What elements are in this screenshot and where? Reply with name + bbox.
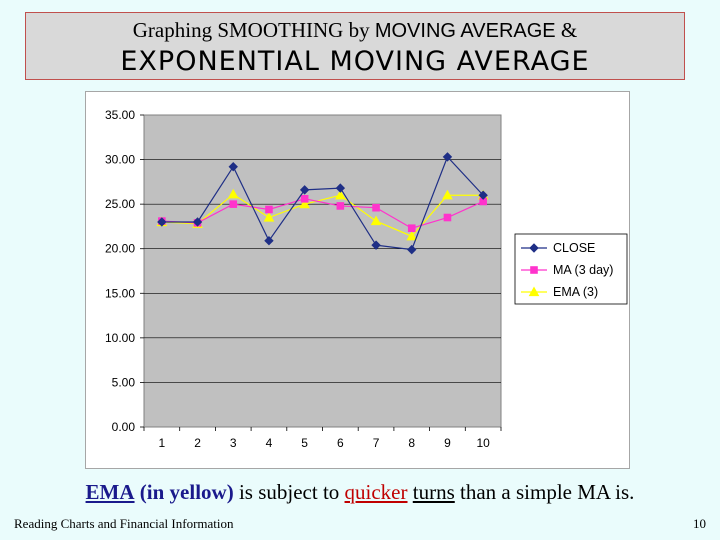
caption-in-yellow: (in yellow)	[139, 480, 234, 504]
caption-ema: EMA	[85, 480, 135, 504]
data-point	[372, 203, 380, 212]
legend-marker	[529, 243, 539, 253]
y-tick-label: 10.00	[105, 331, 135, 345]
data-point	[299, 185, 310, 195]
data-point	[371, 240, 381, 250]
legend-label: MA (3 day)	[553, 263, 613, 277]
data-point	[442, 152, 453, 162]
data-point	[157, 217, 167, 227]
data-point	[336, 202, 345, 210]
caption-part-1: is subject to	[233, 480, 345, 504]
data-point	[442, 189, 453, 200]
caption-turns: turns	[412, 480, 455, 504]
y-tick-label: 20.00	[105, 242, 135, 256]
footer-source: Reading Charts and Financial Information	[14, 516, 234, 531]
series-line	[161, 198, 484, 229]
series-line	[161, 193, 484, 237]
y-tick-label: 30.00	[105, 153, 135, 167]
data-point	[299, 198, 310, 209]
caption: EMA (in yellow) is subject to quicker tu…	[0, 480, 720, 505]
x-tick-label: 4	[266, 436, 273, 450]
plot-area	[143, 114, 502, 428]
data-point	[335, 183, 346, 193]
data-point	[300, 194, 309, 203]
caption-part-2: than a simple MA is.	[454, 480, 635, 504]
x-tick-label: 5	[301, 436, 308, 450]
data-point	[227, 188, 239, 199]
data-point	[335, 189, 346, 200]
data-point	[263, 211, 275, 222]
y-tick-label: 0.00	[112, 420, 136, 434]
y-tick-label: 35.00	[105, 108, 135, 122]
caption-quicker: quicker	[344, 480, 408, 504]
series-line	[161, 155, 484, 251]
x-tick-label: 2	[194, 436, 201, 450]
data-point	[264, 235, 274, 246]
legend-marker	[528, 286, 540, 297]
page-number: 10	[693, 516, 706, 531]
data-point	[229, 200, 238, 208]
data-point	[443, 213, 452, 222]
data-point	[406, 230, 418, 241]
title-part-b: MOVING AVERAGE	[374, 20, 556, 42]
legend-label: EMA (3)	[553, 285, 598, 299]
x-tick-label: 7	[373, 436, 380, 450]
data-point	[192, 217, 203, 227]
title-line-2: EXPONENTIAL MOVING AVERAGE	[120, 46, 590, 77]
title-part-c: &	[555, 18, 578, 42]
x-tick-label: 6	[337, 436, 344, 450]
y-tick-label: 25.00	[105, 197, 135, 211]
legend-marker	[530, 266, 538, 274]
data-point	[265, 205, 273, 214]
data-point	[478, 190, 488, 200]
chart-frame: 0.00 5.00 10.00 15.00 20.00 25.00 30.00 35.00 1 2…	[85, 91, 630, 469]
title-line-1: Graphing SMOOTHING by MOVING AVERAGE &	[26, 18, 684, 43]
title-box: Graphing SMOOTHING by MOVING AVERAGE & E…	[25, 12, 685, 80]
x-tick-label: 1	[159, 436, 166, 450]
data-point	[407, 224, 416, 233]
x-tick-label: 8	[408, 436, 415, 450]
x-tick-label: 9	[444, 436, 451, 450]
line-chart: 0.00 5.00 10.00 15.00 20.00 25.00 30.00 35.00 1 2…	[105, 108, 628, 450]
title-part-a: Graphing SMOOTHING by	[132, 18, 375, 42]
data-point	[370, 215, 382, 226]
y-tick-label: 5.00	[112, 375, 136, 389]
legend-label: CLOSE	[553, 241, 595, 255]
y-tick-label: 15.00	[105, 286, 135, 300]
x-tick-label: 10	[476, 436, 490, 450]
data-point	[407, 244, 417, 255]
data-point	[228, 161, 238, 172]
x-tick-label: 3	[230, 436, 237, 450]
